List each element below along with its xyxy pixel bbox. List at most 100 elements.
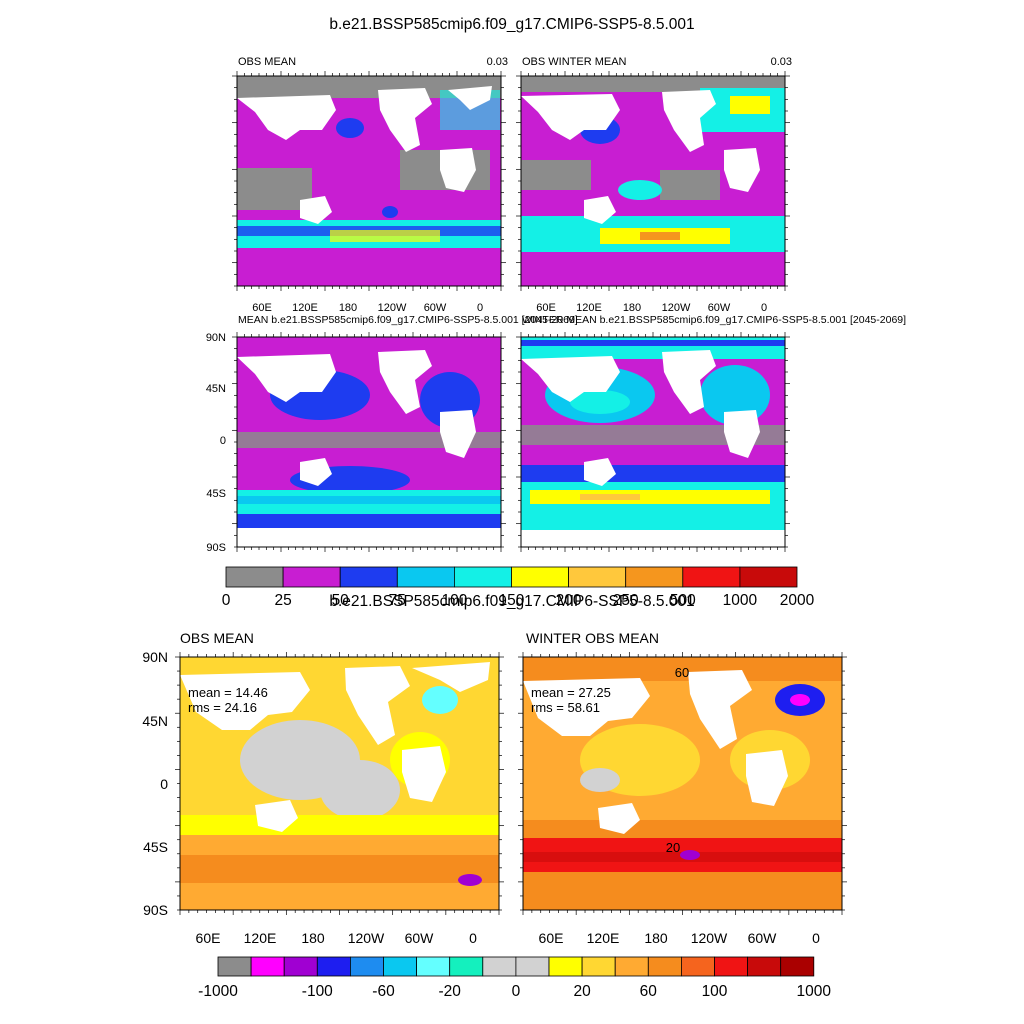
colorbar-swatch: [283, 956, 318, 977]
bottom-panel-obs-mean: OBS MEAN mean = 14.46 rms = 24.16: [179, 630, 500, 911]
colorbar-swatch: [217, 956, 252, 977]
bottom-y-ticks: 90N 45N 0 45S 90S: [142, 649, 168, 918]
top-y-ticks: 90N 45N 0 45S 90S: [206, 332, 226, 554]
colorbar-label: 1000: [723, 592, 758, 609]
bottom-x-ticks-right: 60E 120E 180 120W 60W 0: [539, 930, 821, 946]
continents: [521, 350, 760, 486]
colorbar-label: 500: [670, 592, 696, 609]
x-tick-label: 60W: [708, 302, 731, 314]
y-tick-label: 90S: [206, 542, 226, 554]
colorbar-label: -1000: [198, 983, 238, 1000]
x-tick-label: 120E: [292, 302, 318, 314]
y-tick-label: 0: [160, 776, 168, 792]
x-tick-label: 60E: [196, 930, 221, 946]
colorbar-label: 50: [332, 592, 350, 609]
x-tick-label: 0: [812, 930, 820, 946]
x-tick-label: 120E: [244, 930, 277, 946]
panel-title: WINTER MEAN b.e21.BSSP585cmip6.f09_g17.C…: [522, 314, 906, 326]
field-shading: [237, 76, 501, 286]
colorbar-swatch: [349, 956, 384, 977]
y-tick-label: 90S: [143, 902, 168, 918]
x-tick-label: 180: [644, 930, 668, 946]
colorbar-swatch: [250, 956, 285, 977]
colorbar-label: 75: [389, 592, 406, 609]
colorbar-swatch: [416, 956, 451, 977]
x-tick-label: 120W: [691, 930, 728, 946]
x-tick-label: 180: [623, 302, 641, 314]
colorbar-swatch: [482, 956, 517, 977]
continents: [523, 670, 788, 834]
y-tick-label: 90N: [142, 649, 168, 665]
y-tick-label: 45N: [206, 383, 226, 395]
x-tick-label: 120E: [587, 930, 620, 946]
y-tick-label: 90N: [206, 332, 226, 344]
y-tick-label: 0: [220, 435, 226, 447]
x-tick-label: 0: [469, 930, 477, 946]
panel-title: MEAN b.e21.BSSP585cmip6.f09_g17.CMIP6-SS…: [238, 314, 578, 326]
colorbar-swatch: [568, 566, 627, 588]
contour-label: 20: [666, 840, 680, 855]
x-tick-label: 120W: [662, 302, 691, 314]
colorbar-swatch: [316, 956, 351, 977]
colorbar-label: 25: [274, 592, 291, 609]
colorbar-swatch: [383, 956, 417, 977]
colorbar-label: 20: [573, 983, 591, 1000]
top-figure-title: b.e21.BSSP585cmip6.f09_g17.CMIP6-SSP5-8.…: [329, 16, 694, 33]
colorbar-swatch: [780, 956, 815, 977]
colorbar-label: 150: [499, 592, 525, 609]
top-row-x-ticks-left: 60E 120E 180 120W 60W 0: [252, 302, 483, 314]
colorbar-label: 60: [640, 983, 658, 1000]
y-tick-label: 45S: [143, 839, 168, 855]
colorbar-swatch: [511, 566, 569, 588]
contour-label: 60: [675, 665, 689, 680]
x-tick-label: 180: [301, 930, 325, 946]
x-tick-label: 60W: [748, 930, 778, 946]
bottom-x-ticks-left: 60E 120E 180 120W 60W 0: [196, 930, 478, 946]
x-tick-label: 60E: [539, 930, 564, 946]
x-tick-label: 120W: [348, 930, 385, 946]
top-panel-obs-mean: OBS MEAN 0.03: [236, 56, 508, 287]
colorbar-label: 0: [222, 592, 231, 609]
x-tick-label: 120E: [576, 302, 602, 314]
colorbar-swatch: [396, 566, 455, 588]
continents: [521, 90, 760, 224]
x-tick-label: 60W: [405, 930, 435, 946]
colorbar-label: 100: [441, 592, 467, 609]
colorbar-swatch: [681, 956, 715, 977]
stat-rms: rms = 58.61: [531, 700, 600, 715]
top-row-x-ticks-right: 60E 120E 180 120W 60W 0: [536, 302, 767, 314]
panel-title: OBS WINTER MEAN: [522, 56, 627, 68]
panel-title: OBS MEAN: [238, 56, 296, 68]
colorbar-swatch: [747, 956, 782, 977]
continents: [237, 350, 476, 486]
colorbar-label: 250: [613, 592, 639, 609]
field-shading: [521, 76, 785, 286]
colorbar-label: 200: [556, 592, 582, 609]
colorbar-swatch: [453, 566, 512, 588]
stat-mean: mean = 27.25: [531, 685, 611, 700]
colorbar-swatch: [614, 956, 649, 977]
colorbar-swatch: [225, 566, 284, 588]
colorbar-label: 2000: [780, 592, 815, 609]
x-tick-label: 60W: [424, 302, 447, 314]
stat-rms: rms = 24.16: [188, 700, 257, 715]
x-tick-label: 0: [477, 302, 483, 314]
colorbar-swatch: [449, 956, 484, 977]
colorbar-swatch: [581, 956, 616, 977]
bottom-figure-title: b.e21.BSSP585cmip6.f09_g17.CMIP6-SSP5-8.…: [329, 593, 694, 610]
top-panel-obs-winter-mean: OBS WINTER MEAN 0.03: [520, 56, 792, 287]
colorbar-label: 100: [702, 983, 728, 1000]
colorbar-swatch: [647, 956, 682, 977]
colorbar-swatch: [548, 956, 583, 977]
bottom-panel-winter-obs-mean: WINTER OBS MEAN mean = 27.25 rms = 58.61…: [522, 630, 843, 911]
panel-corner-label: 0.03: [771, 56, 792, 68]
x-tick-label: 0: [761, 302, 767, 314]
panel-title: OBS MEAN: [180, 630, 254, 646]
colorbar-label: -60: [372, 983, 395, 1000]
colorbar-swatch: [339, 566, 398, 588]
colorbar-swatch: [282, 566, 341, 588]
top-panel-model-winter-mean: WINTER MEAN b.e21.BSSP585cmip6.f09_g17.C…: [520, 314, 906, 548]
x-tick-label: 60E: [252, 302, 272, 314]
colorbar-label: -100: [302, 983, 333, 1000]
y-tick-label: 45N: [142, 713, 168, 729]
